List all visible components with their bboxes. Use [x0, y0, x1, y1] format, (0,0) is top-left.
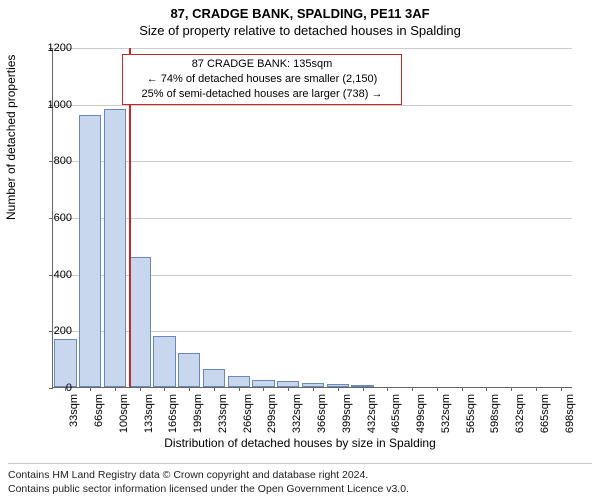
xtick-label: 565sqm [465, 394, 477, 433]
ytick-label: 400 [32, 269, 72, 281]
gridline [53, 48, 572, 49]
xtick-mark [189, 387, 190, 391]
ytick-label: 0 [32, 382, 72, 394]
ytick-label: 1200 [32, 42, 72, 54]
xtick-label: 366sqm [316, 394, 328, 433]
x-axis-label: Distribution of detached houses by size … [0, 436, 600, 450]
xtick-label: 199sqm [192, 394, 204, 433]
xtick-mark [214, 387, 215, 391]
xtick-mark [363, 387, 364, 391]
info-box-line: ← 74% of detached houses are smaller (2,… [129, 72, 395, 87]
histogram-bar [104, 109, 126, 387]
xtick-label: 698sqm [564, 394, 576, 433]
xtick-label: 499sqm [415, 394, 427, 433]
xtick-mark [313, 387, 314, 391]
xtick-mark [462, 387, 463, 391]
xtick-label: 266sqm [242, 394, 254, 433]
gridline [53, 161, 572, 162]
ytick-label: 200 [32, 325, 72, 337]
footer-line-1: Contains HM Land Registry data © Crown c… [8, 468, 592, 482]
xtick-mark [387, 387, 388, 391]
xtick-label: 133sqm [143, 394, 155, 433]
xtick-mark [437, 387, 438, 391]
histogram-bar [79, 115, 101, 387]
xtick-mark [561, 387, 562, 391]
xtick-label: 33sqm [68, 394, 80, 427]
ytick-label: 1000 [32, 99, 72, 111]
xtick-mark [263, 387, 264, 391]
xtick-mark [164, 387, 165, 391]
xtick-mark [288, 387, 289, 391]
chart-container: 87 CRADGE BANK: 135sqm← 74% of detached … [52, 48, 572, 388]
xtick-label: 332sqm [291, 394, 303, 433]
xtick-label: 532sqm [440, 394, 452, 433]
xtick-mark [486, 387, 487, 391]
ytick-label: 800 [32, 155, 72, 167]
histogram-bar [178, 353, 200, 387]
info-box-line: 25% of semi-detached houses are larger (… [129, 87, 395, 102]
xtick-label: 299sqm [266, 394, 278, 433]
xtick-label: 432sqm [366, 394, 378, 433]
histogram-bar [228, 376, 250, 387]
gridline [53, 218, 572, 219]
xtick-mark [536, 387, 537, 391]
xtick-mark [115, 387, 116, 391]
xtick-mark [239, 387, 240, 391]
xtick-label: 66sqm [93, 394, 105, 427]
xtick-mark [140, 387, 141, 391]
xtick-label: 665sqm [539, 394, 551, 433]
footer-attribution: Contains HM Land Registry data © Crown c… [8, 463, 592, 496]
xtick-mark [511, 387, 512, 391]
page-title-desc: Size of property relative to detached ho… [0, 21, 600, 38]
histogram-bar [54, 339, 76, 387]
xtick-label: 100sqm [118, 394, 130, 433]
info-box-line: 87 CRADGE BANK: 135sqm [129, 57, 395, 72]
ytick-label: 600 [32, 212, 72, 224]
page-title-address: 87, CRADGE BANK, SPALDING, PE11 3AF [0, 0, 600, 21]
xtick-label: 233sqm [217, 394, 229, 433]
xtick-mark [90, 387, 91, 391]
xtick-mark [338, 387, 339, 391]
xtick-label: 598sqm [489, 394, 501, 433]
xtick-label: 632sqm [514, 394, 526, 433]
info-box: 87 CRADGE BANK: 135sqm← 74% of detached … [122, 54, 402, 105]
histogram-bar [203, 369, 225, 387]
histogram-bar [153, 336, 175, 387]
y-axis-label: Number of detached properties [4, 55, 18, 220]
xtick-label: 399sqm [341, 394, 353, 433]
xtick-label: 166sqm [167, 394, 179, 433]
histogram-bar [252, 380, 274, 387]
xtick-mark [412, 387, 413, 391]
footer-line-2: Contains public sector information licen… [8, 482, 592, 496]
gridline [53, 105, 572, 106]
xtick-label: 465sqm [390, 394, 402, 433]
histogram-bar [129, 257, 151, 387]
